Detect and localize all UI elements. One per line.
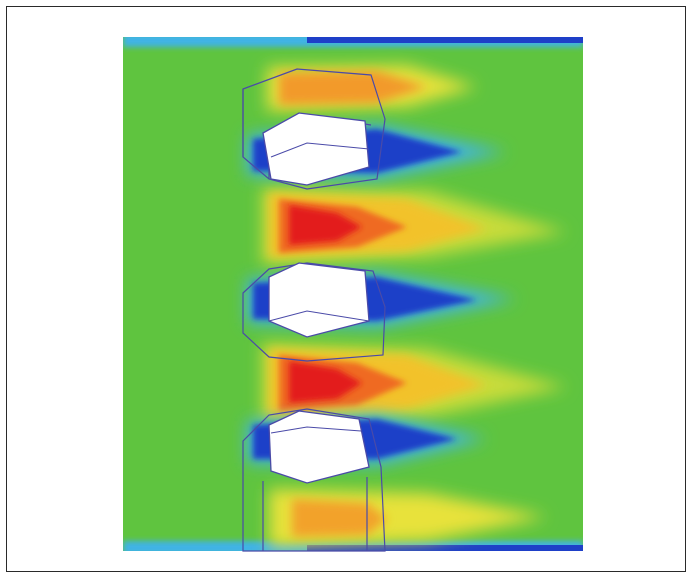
outline-prism-2 [242,262,386,362]
obstacle-2-edge [268,310,370,322]
contour-plot [123,37,583,552]
figure-frame [6,6,686,572]
obstacle-3-edge [270,426,362,434]
outline-prism-3-inner [262,477,368,551]
edge-strip-bottom [307,545,583,551]
outline-prism-3 [242,408,386,552]
obstacles [262,112,370,484]
high-wake-3 [262,343,567,425]
high-wake-1 [267,65,477,111]
edge-strip-top [307,37,583,43]
obstacle-1-edge [270,142,370,158]
obstacle-1 [262,112,370,186]
high-wake-4 [269,489,547,547]
high-wake-2 [262,187,567,265]
outline-prism-1 [242,68,386,190]
